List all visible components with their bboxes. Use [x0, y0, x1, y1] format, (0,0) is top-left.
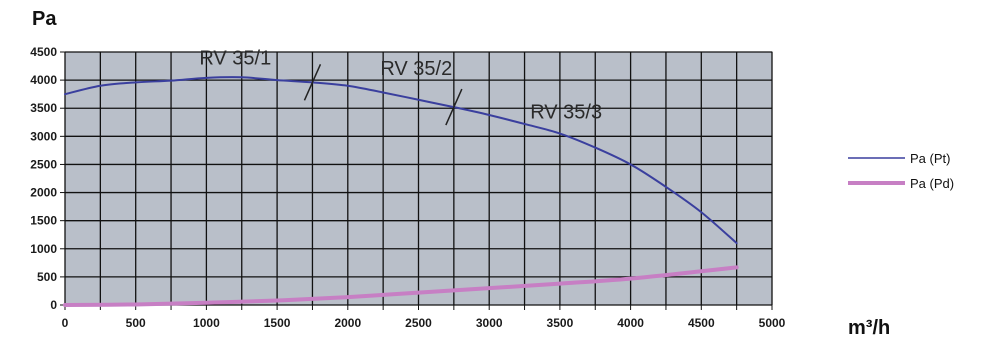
y-tick-labels: 0 500 1000 1500 2000 2500 3000 3500 4000 4500	[30, 45, 57, 312]
x-tick-label: 0	[62, 316, 69, 330]
annotations: RV 35/1 RV 35/2 RV 35/3	[199, 47, 602, 123]
legend-label-pt: Pa (Pt)	[910, 151, 950, 166]
y-axis-label: Pa	[32, 8, 57, 30]
curve-annotation: RV 35/2	[380, 58, 452, 80]
x-tick-labels: 0 500 1000 1500 2000 2500 3000 3500 4000 4500 5000	[62, 316, 786, 330]
x-tick-label: 1500	[264, 316, 291, 330]
series-line-pt	[64, 76, 738, 245]
series-line-pd	[63, 265, 739, 307]
curve-divider-mark	[303, 64, 322, 101]
x-axis-label: m³/h	[848, 317, 890, 339]
x-tick-label: 3500	[547, 316, 574, 330]
curve-divider-mark	[445, 88, 463, 126]
y-tick-label: 3000	[30, 129, 57, 143]
series	[63, 76, 739, 307]
y-tick-label: 0	[50, 298, 57, 312]
y-tick-label: 1500	[30, 214, 57, 228]
legend-label-pd: Pa (Pd)	[910, 176, 954, 191]
curve-annotation: RV 35/1	[199, 47, 271, 69]
dividers	[303, 64, 463, 126]
y-tick-label: 2500	[30, 157, 57, 171]
y-tick-label: 4500	[30, 45, 57, 59]
x-tick-label: 4500	[688, 316, 715, 330]
grid	[60, 51, 773, 310]
curve-annotation: RV 35/3	[530, 101, 602, 123]
y-tick-label: 4000	[30, 73, 57, 87]
x-tick-label: 500	[126, 316, 146, 330]
y-tick-label: 2000	[30, 186, 57, 200]
y-tick-label: 3500	[30, 101, 57, 115]
y-tick-label: 1000	[30, 242, 57, 256]
x-tick-label: 4000	[617, 316, 644, 330]
x-tick-label: 1000	[193, 316, 220, 330]
x-tick-label: 2000	[334, 316, 361, 330]
x-tick-label: 5000	[759, 316, 786, 330]
legend: Pa (Pt) Pa (Pd)	[848, 151, 954, 191]
x-tick-label: 3000	[476, 316, 503, 330]
y-tick-label: 500	[37, 270, 57, 284]
x-tick-label: 2500	[405, 316, 432, 330]
